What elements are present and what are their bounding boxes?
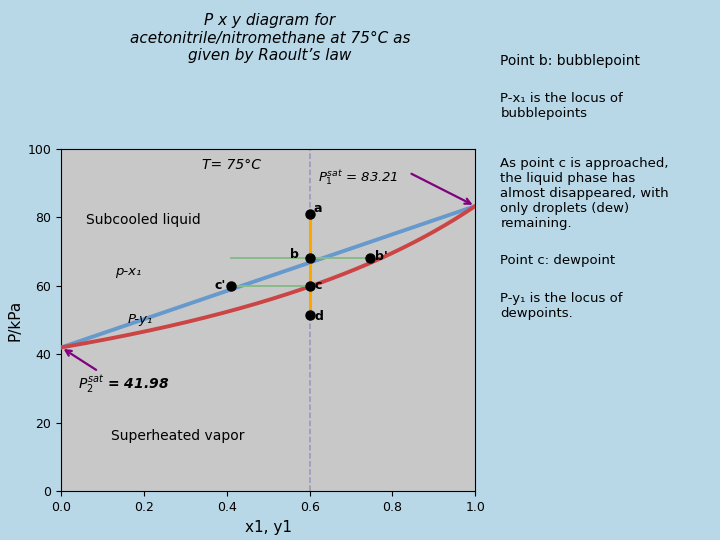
Text: P-y₁: P-y₁ bbox=[127, 313, 153, 326]
Text: a: a bbox=[314, 202, 323, 215]
Text: c': c' bbox=[215, 279, 226, 292]
Text: $P_2^{sat}$ = 41.98: $P_2^{sat}$ = 41.98 bbox=[78, 374, 169, 395]
Text: Superheated vapor: Superheated vapor bbox=[111, 429, 244, 443]
Text: b': b' bbox=[374, 250, 387, 263]
Text: Point c: dewpoint: Point c: dewpoint bbox=[500, 254, 616, 267]
Text: Point b: bubblepoint: Point b: bubblepoint bbox=[500, 54, 640, 68]
Text: d: d bbox=[315, 310, 323, 323]
Text: p-x₁: p-x₁ bbox=[115, 265, 141, 279]
Text: $P_1^{sat}$ = 83.21: $P_1^{sat}$ = 83.21 bbox=[318, 170, 398, 188]
Y-axis label: P/kPa: P/kPa bbox=[7, 299, 22, 341]
Text: T= 75°C: T= 75°C bbox=[202, 158, 261, 172]
X-axis label: x1, y1: x1, y1 bbox=[245, 519, 292, 535]
Text: c: c bbox=[315, 279, 322, 292]
Text: P x y diagram for
acetonitrile/nitromethane at 75°C as
given by Raoult’s law: P x y diagram for acetonitrile/nitrometh… bbox=[130, 14, 410, 63]
Text: P-x₁ is the locus of
bubblepoints: P-x₁ is the locus of bubblepoints bbox=[500, 92, 623, 120]
Text: P-y₁ is the locus of
dewpoints.: P-y₁ is the locus of dewpoints. bbox=[500, 292, 623, 320]
Text: b: b bbox=[290, 248, 300, 261]
Text: As point c is approached,
the liquid phase has
almost disappeared, with
only dro: As point c is approached, the liquid pha… bbox=[500, 157, 669, 230]
Text: Subcooled liquid: Subcooled liquid bbox=[86, 213, 201, 227]
